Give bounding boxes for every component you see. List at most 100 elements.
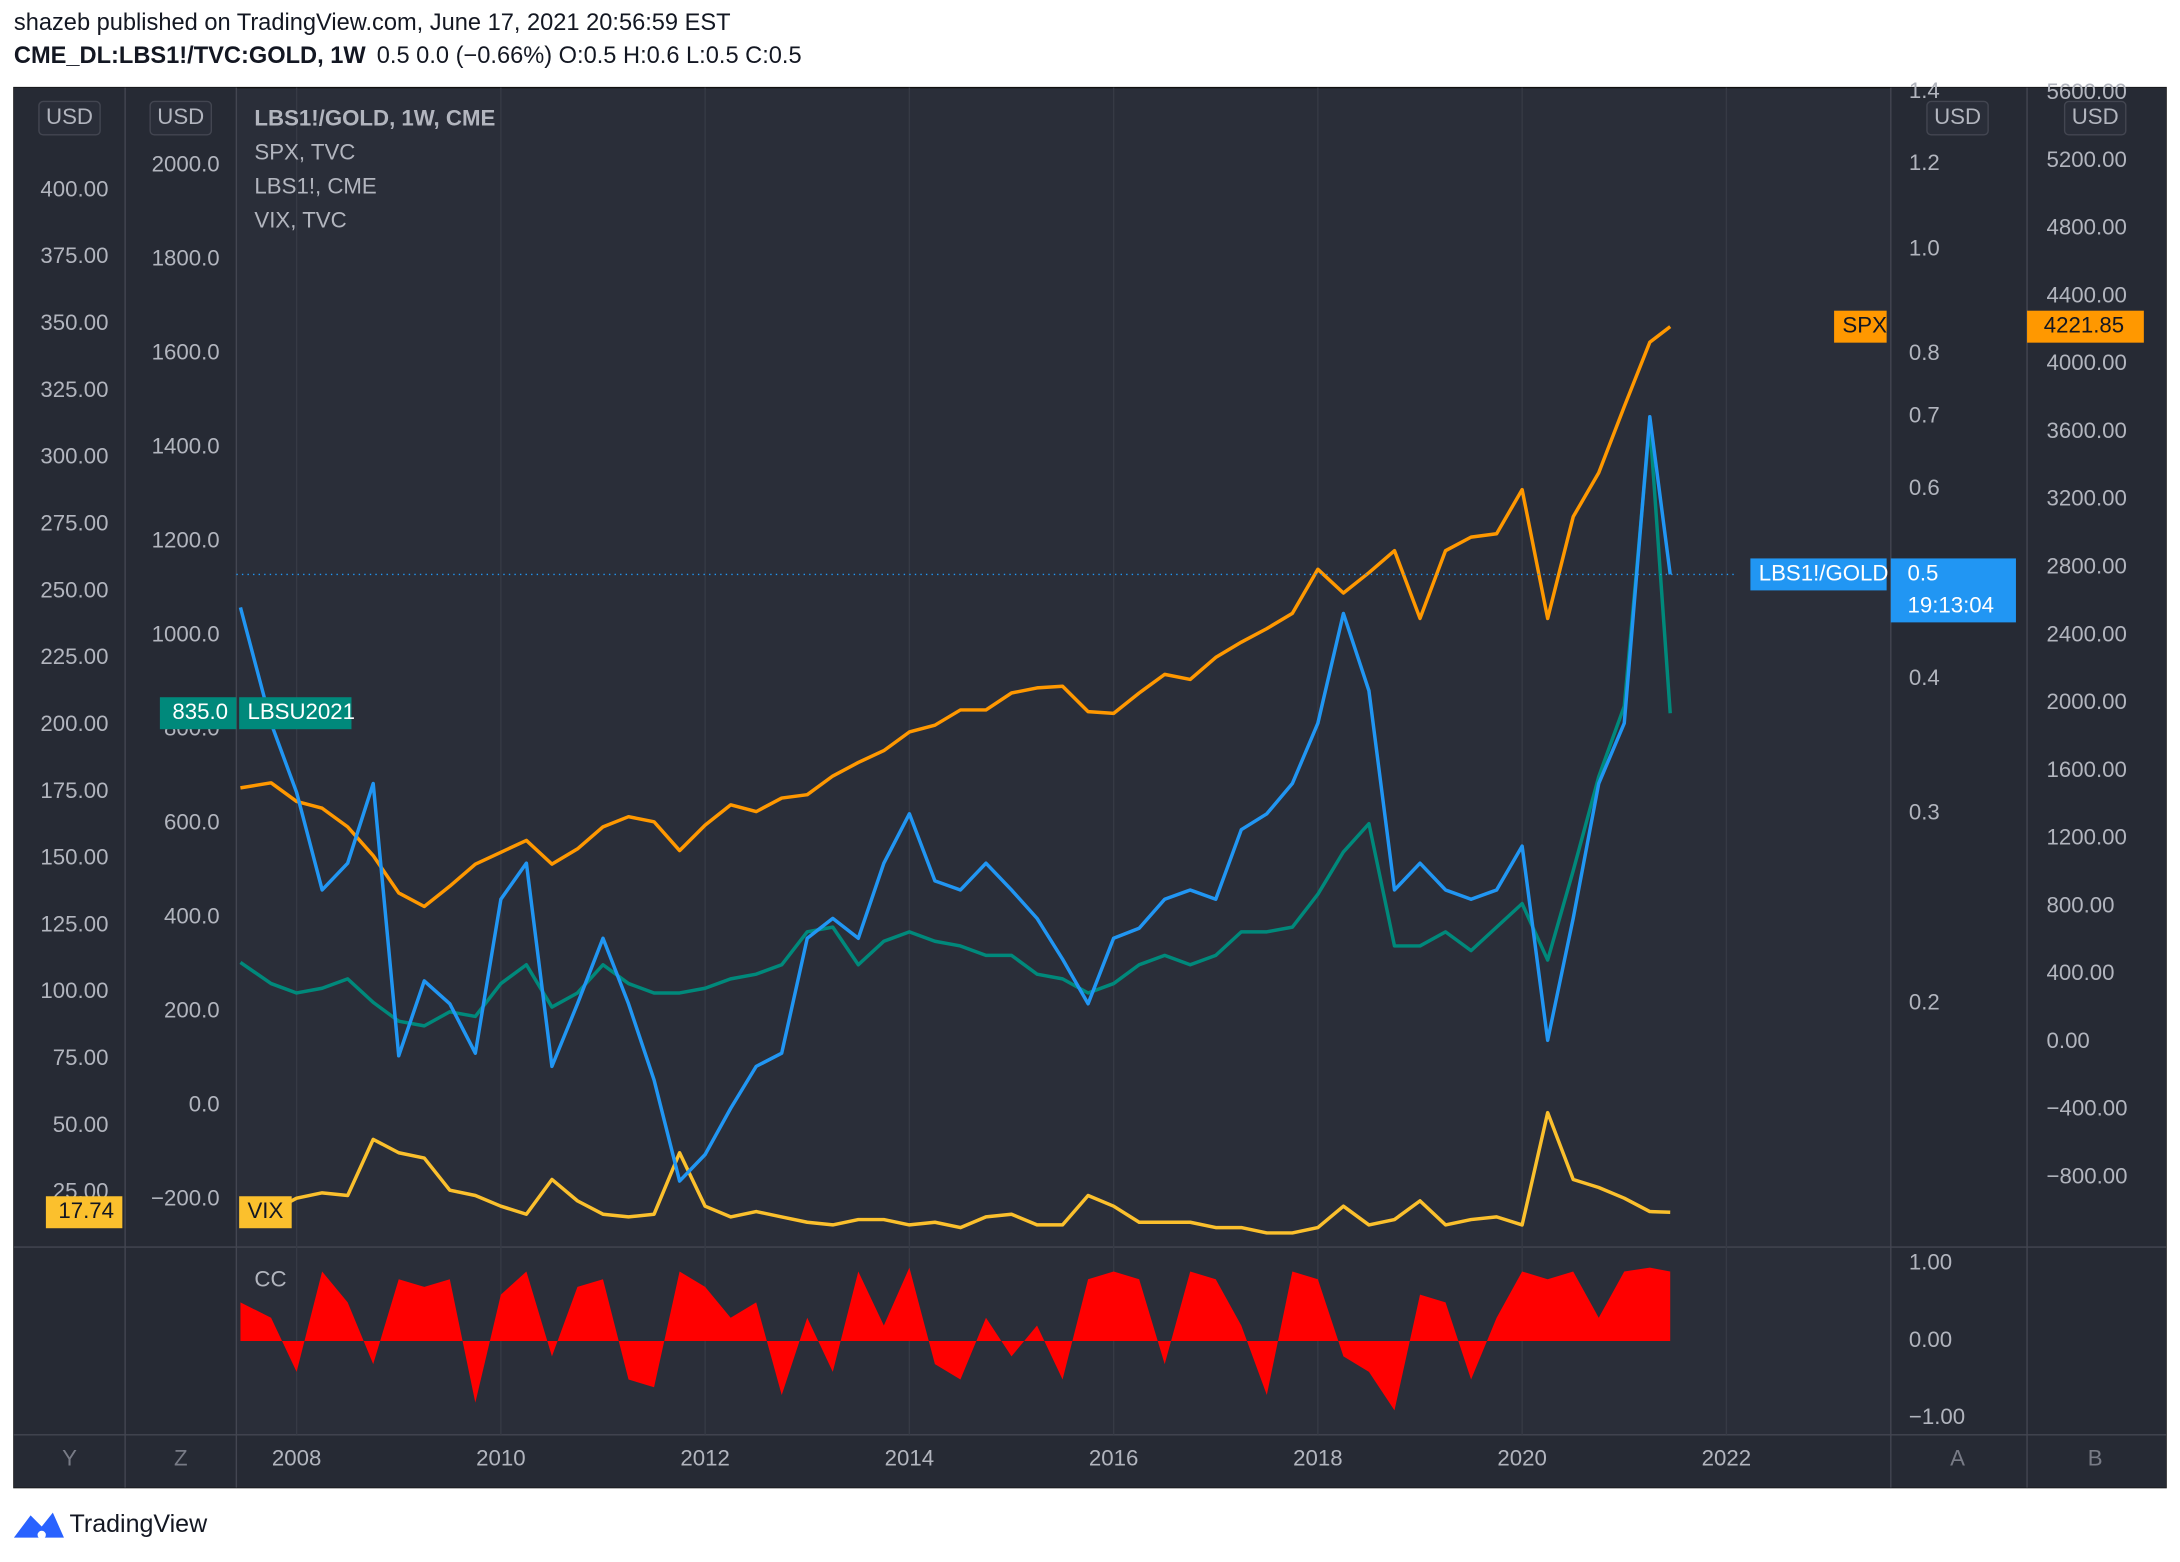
price-tag <box>45 1196 123 1229</box>
x-tick-label: 2016 <box>1089 1446 1138 1471</box>
y-tick-label: 3200.00 <box>2047 486 2127 511</box>
series-line <box>238 414 1672 1183</box>
y-tick-label: 800.00 <box>2047 892 2115 917</box>
y-tick-label: 600.0 <box>164 810 220 835</box>
y-tick-label: 50.00 <box>53 1112 109 1137</box>
price-tag-value: 0.5 <box>1907 560 1938 585</box>
unit-box <box>2063 100 2127 136</box>
publisher-line: shazeb published on TradingView.com, Jun… <box>14 10 731 36</box>
y-tick-label: −200.0 <box>151 1186 220 1211</box>
y-tick-label: 1200.0 <box>152 527 220 552</box>
axis-unit: USD <box>157 104 204 129</box>
x-tick-label: 2018 <box>1293 1446 1342 1471</box>
series-tag <box>239 697 352 730</box>
x-tick-label: 2012 <box>680 1446 729 1471</box>
x-tick-label: 2020 <box>1497 1446 1546 1471</box>
y-tick-label: 325.00 <box>40 377 108 402</box>
y-tick-label: 1.2 <box>1909 150 1940 175</box>
cc-tick-label: 1.00 <box>1909 1250 1952 1275</box>
price-tag-value: 835.0 <box>172 699 228 724</box>
y-tick-label: 300.00 <box>40 444 108 469</box>
price-tag <box>159 697 237 730</box>
price-tag-value: 4221.85 <box>2044 313 2124 338</box>
cc-area <box>240 1267 1671 1411</box>
y-tick-label: 0.4 <box>1909 665 1940 690</box>
series-tag-label: LBS1!/GOLD <box>1759 560 1889 585</box>
x-tick-label: 2014 <box>885 1446 934 1471</box>
y-tick-label: 75.00 <box>53 1045 109 1070</box>
plot-area <box>238 325 1672 1235</box>
y-tick-label: 4800.00 <box>2047 215 2127 240</box>
legend-entry: SPX, TVC <box>254 140 355 165</box>
y-tick-label: −400.00 <box>2047 1096 2128 1121</box>
y-tick-label: 0.7 <box>1909 403 1940 428</box>
y-tick-label: 0.0 <box>189 1092 220 1117</box>
symbol: CME_DL:LBS1!/TVC:GOLD, 1W <box>14 43 366 69</box>
y-tick-label: 0.3 <box>1909 800 1940 825</box>
series-tag-label: LBSU2021 <box>247 699 355 724</box>
y-tick-label: 1600.00 <box>2047 757 2127 782</box>
price-tag-value: 17.74 <box>58 1198 114 1223</box>
x-tick-label: 2008 <box>272 1446 321 1471</box>
price-tag <box>1890 558 2016 623</box>
y-tick-label: 0.6 <box>1909 475 1940 500</box>
y-tick-label: 100.00 <box>40 978 108 1003</box>
y-tick-label: 2800.00 <box>2047 553 2127 578</box>
series-tag-label: VIX <box>247 1198 283 1223</box>
x-tick-label: 2022 <box>1702 1446 1751 1471</box>
y-tick-label: 1600.0 <box>152 339 220 364</box>
y-tick-label: 200.0 <box>164 998 220 1023</box>
legend-entry: LBS1!, CME <box>254 174 376 199</box>
y-tick-label: 1.4 <box>1909 78 1940 103</box>
chart-frame <box>13 86 2167 1489</box>
series-line <box>240 325 1672 909</box>
cc-pane <box>240 1267 1671 1411</box>
axis-name: Z <box>174 1446 188 1471</box>
legend-entry: LBS1!/GOLD, 1W, CME <box>254 105 495 130</box>
countdown: 19:13:04 <box>1907 592 1994 617</box>
x-tick-label: 2010 <box>476 1446 525 1471</box>
y-tick-label: 1.0 <box>1909 235 1940 260</box>
unit-box <box>149 100 213 136</box>
quote: 0.5 0.0 (−0.66%) O:0.5 H:0.6 L:0.5 C:0.5 <box>377 43 802 69</box>
time-axis-area <box>236 1434 1891 1488</box>
axis-unit: USD <box>46 104 93 129</box>
tradingview-logo <box>13 1512 64 1540</box>
y-tick-label: 1400.0 <box>152 433 220 458</box>
y-tick-label: 1000.0 <box>152 622 220 647</box>
footer-brand: TradingView <box>70 1510 209 1538</box>
y-tick-label: 375.00 <box>40 243 108 268</box>
y-tick-label: 400.00 <box>40 176 108 201</box>
y-tick-label: 2000.0 <box>152 151 220 176</box>
series-line <box>240 1110 1671 1235</box>
y-tick-label: 2400.00 <box>2047 621 2127 646</box>
y-tick-label: 175.00 <box>40 778 108 803</box>
y-tick-label: 275.00 <box>40 510 108 535</box>
y-tick-label: 1800.0 <box>152 245 220 270</box>
y-tick-label: 400.00 <box>2047 960 2115 985</box>
cc-tick-label: −1.00 <box>1909 1404 1965 1429</box>
y-tick-label: 125.00 <box>40 911 108 936</box>
y-tick-label: 0.2 <box>1909 990 1940 1015</box>
series-tag <box>239 1196 292 1229</box>
y-tick-label: −800.00 <box>2047 1163 2128 1188</box>
series-tag <box>1750 558 1887 591</box>
separators <box>13 87 2167 1488</box>
series-tag <box>1834 310 1887 343</box>
y-tick-label: 350.00 <box>40 310 108 335</box>
y-tick-label: 1200.00 <box>2047 825 2127 850</box>
y-tick-label: 5200.00 <box>2047 147 2127 172</box>
y-tick-label: 200.00 <box>40 711 108 736</box>
y-tick-label: 4400.00 <box>2047 282 2127 307</box>
unit-box <box>38 100 101 136</box>
pane-title: CC <box>254 1266 286 1291</box>
y-tick-label: 150.00 <box>40 845 108 870</box>
axis-name: A <box>1950 1446 1965 1471</box>
y-tick-label: 400.0 <box>164 904 220 929</box>
legend-entry: VIX, TVC <box>254 208 346 233</box>
y-tick-label: 5600.00 <box>2047 79 2127 104</box>
y-tick-label: 225.00 <box>40 644 108 669</box>
axis-name: B <box>2088 1446 2103 1471</box>
cc-tick-label: 0.00 <box>1909 1327 1952 1352</box>
